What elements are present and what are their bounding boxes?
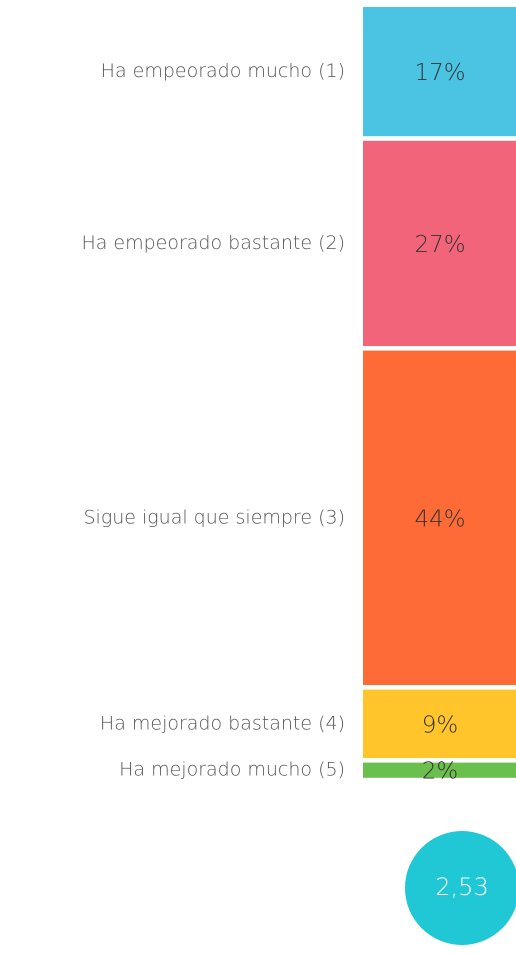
value-label: 44% xyxy=(414,506,465,532)
bar-segment xyxy=(363,762,516,778)
value-label: 9% xyxy=(422,712,459,738)
bar-segment xyxy=(363,689,516,758)
average-circle xyxy=(405,831,516,945)
average-label: 2,53 xyxy=(435,873,488,901)
category-label: Sigue igual que siempre (3) xyxy=(83,506,345,528)
bar-segment xyxy=(363,7,516,137)
bar-segment xyxy=(363,350,516,685)
category-label: Ha mejorado bastante (4) xyxy=(100,712,345,734)
value-label: 17% xyxy=(414,60,465,86)
category-label: Ha empeorado bastante (2) xyxy=(81,232,345,254)
category-label: Ha mejorado mucho (5) xyxy=(119,759,345,781)
category-label: Ha empeorado mucho (1) xyxy=(101,60,345,82)
value-label: 2% xyxy=(422,759,459,785)
value-label: 27% xyxy=(414,232,465,258)
bar-segment xyxy=(363,140,516,346)
